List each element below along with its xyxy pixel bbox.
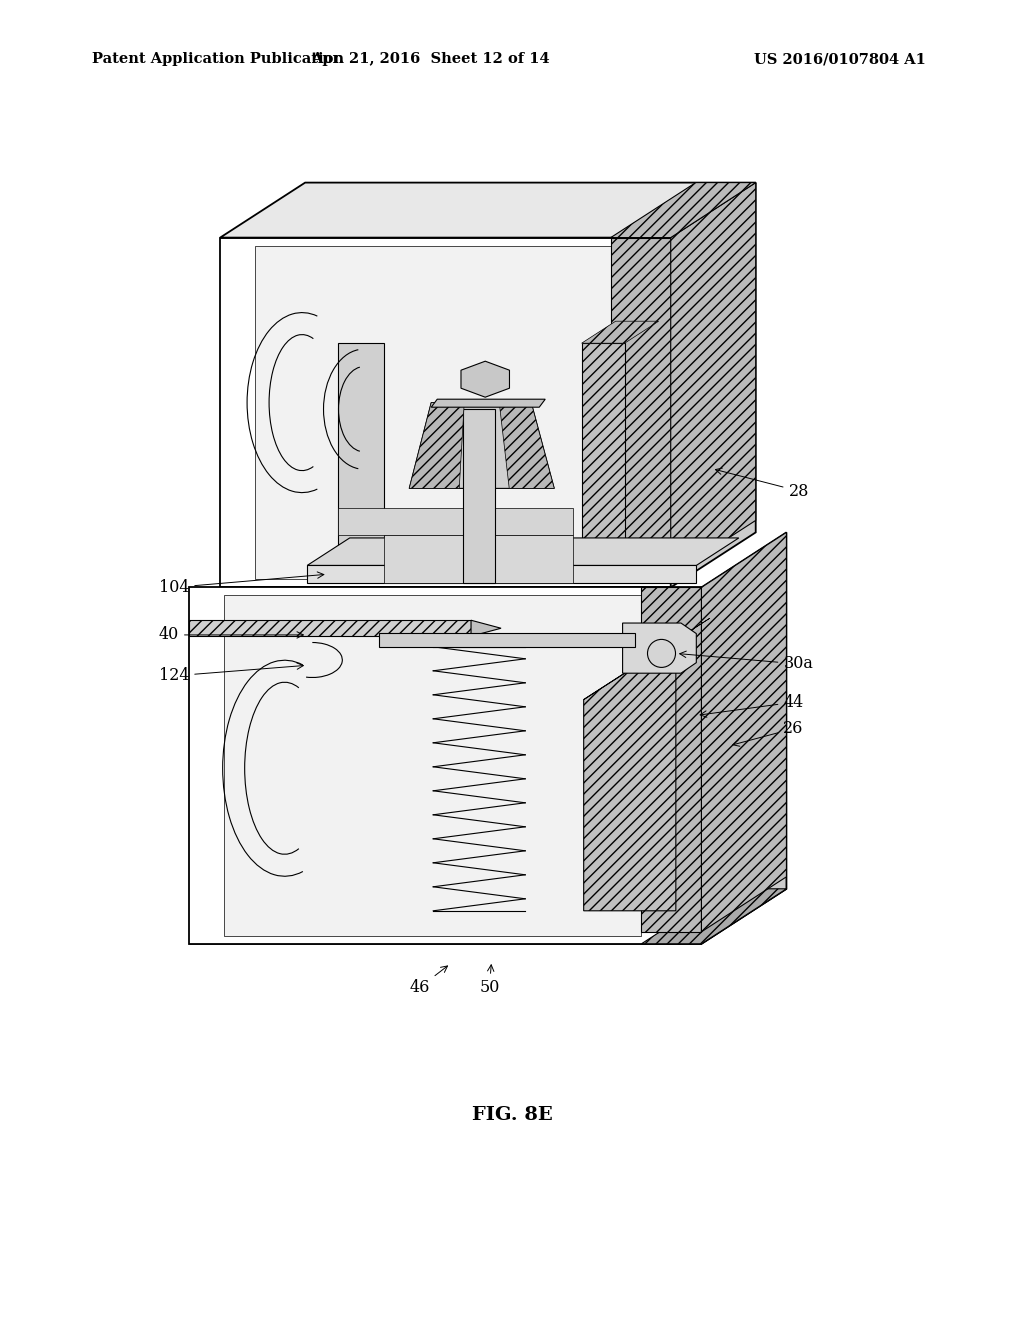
Polygon shape <box>471 620 501 636</box>
Polygon shape <box>701 532 786 932</box>
Polygon shape <box>610 238 671 576</box>
Polygon shape <box>610 182 756 238</box>
Polygon shape <box>641 587 701 932</box>
Text: 124: 124 <box>159 663 303 684</box>
Polygon shape <box>338 343 384 548</box>
Polygon shape <box>189 587 701 944</box>
Polygon shape <box>671 182 756 587</box>
Text: US 2016/0107804 A1: US 2016/0107804 A1 <box>754 53 926 66</box>
Polygon shape <box>582 321 658 343</box>
Text: 50: 50 <box>479 965 500 995</box>
Text: Patent Application Publication: Patent Application Publication <box>92 53 344 66</box>
Polygon shape <box>461 362 510 397</box>
Text: 40: 40 <box>159 627 303 643</box>
Text: FIG. 8E: FIG. 8E <box>472 1106 552 1125</box>
Polygon shape <box>307 539 739 565</box>
Polygon shape <box>463 409 496 583</box>
Polygon shape <box>307 565 696 583</box>
Polygon shape <box>220 182 756 238</box>
Polygon shape <box>623 623 696 673</box>
Polygon shape <box>224 595 641 936</box>
Polygon shape <box>189 620 471 636</box>
Text: 28: 28 <box>716 469 809 499</box>
Polygon shape <box>701 532 786 944</box>
Polygon shape <box>189 888 786 944</box>
Polygon shape <box>584 640 676 911</box>
Polygon shape <box>431 399 545 407</box>
Circle shape <box>647 639 676 668</box>
Polygon shape <box>338 508 573 535</box>
Polygon shape <box>582 343 625 548</box>
Polygon shape <box>255 246 610 579</box>
Text: 44: 44 <box>700 694 804 717</box>
Text: 46: 46 <box>410 966 447 995</box>
Polygon shape <box>641 888 786 944</box>
Polygon shape <box>671 182 756 576</box>
Text: 30a: 30a <box>680 651 813 672</box>
Text: Apr. 21, 2016  Sheet 12 of 14: Apr. 21, 2016 Sheet 12 of 14 <box>310 53 550 66</box>
Polygon shape <box>410 403 464 488</box>
Polygon shape <box>384 535 573 583</box>
Polygon shape <box>584 618 710 700</box>
Text: 104: 104 <box>159 572 324 595</box>
Polygon shape <box>500 403 554 488</box>
Text: 26: 26 <box>733 721 804 746</box>
Polygon shape <box>220 238 671 587</box>
Polygon shape <box>410 403 554 488</box>
Polygon shape <box>379 632 635 647</box>
